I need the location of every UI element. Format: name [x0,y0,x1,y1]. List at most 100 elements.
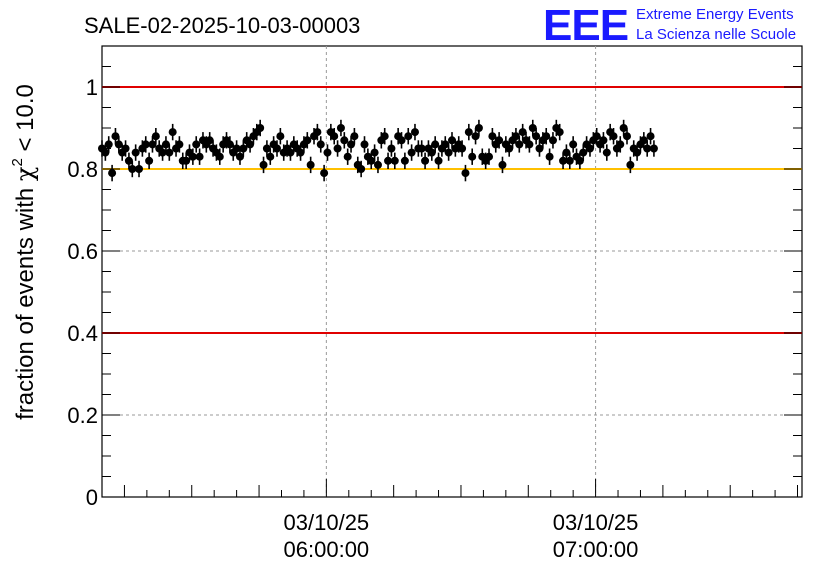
y-tick-label: 0.2 [67,403,98,428]
marker [370,148,379,157]
data-point [532,128,541,145]
marker [474,124,483,132]
data-point [303,132,312,149]
marker [367,156,376,165]
marker [468,152,477,161]
y-axis-label-text: fraction of events with [12,181,39,420]
marker [340,136,349,145]
marker [165,148,174,157]
data-point [633,144,642,161]
data-point [114,136,123,153]
marker [569,140,578,149]
data-point [373,156,382,174]
grid-layer [102,46,802,497]
data-point [347,136,356,153]
marker [609,132,618,141]
data-point [182,152,191,169]
data-point [623,128,631,145]
marker [528,124,537,132]
y-axis-label: fraction of events with χ2 < 10.0 [9,84,39,420]
axes: 00.20.40.60.8103/10/2506:00:0003/10/2507… [67,45,802,562]
logo-line-2: La Scienza nelle Scuole [636,26,796,43]
marker [458,144,467,153]
data-point [360,136,369,153]
marker [559,156,568,165]
data-point [390,152,399,169]
marker [542,132,551,141]
data-point [400,152,409,169]
data-point [427,144,436,161]
data-point [555,123,564,141]
marker [471,132,480,141]
data-point [397,132,406,149]
data-point [545,148,554,165]
marker [525,140,534,149]
marker [188,152,197,161]
data-point [357,160,366,178]
marker [239,144,248,153]
data-point [340,132,349,149]
data-point [259,156,268,174]
data-point [266,148,275,165]
marker [246,140,255,149]
data-point [646,128,655,145]
marker [585,144,594,153]
marker [108,169,117,178]
marker [633,148,642,157]
data-point [511,128,520,145]
marker [404,132,413,141]
marker [495,136,504,145]
data-point [448,132,456,149]
marker [306,160,315,169]
data-point [161,136,170,153]
marker [548,136,557,145]
marker [400,156,409,165]
marker [518,128,527,137]
x-tick-label-date: 03/10/25 [284,510,370,535]
data-point [471,128,480,145]
marker [461,169,470,178]
marker [623,132,631,141]
marker [350,132,359,141]
marker [592,132,601,141]
data-point [585,140,594,157]
marker [128,165,137,173]
data-point [175,136,184,153]
marker [168,128,177,137]
marker [579,148,588,157]
marker [380,132,389,141]
data-points [98,119,658,182]
data-point [131,144,140,161]
marker [316,140,325,149]
data-point [148,136,157,153]
data-point [225,136,234,153]
data-point [367,152,376,169]
y-tick-label: 0.6 [67,239,98,264]
marker [320,169,329,178]
marker [373,160,382,169]
marker [515,140,524,149]
y-axis-label-threshold: < 10.0 [12,84,39,158]
data-point [485,148,494,165]
marker [421,156,430,165]
data-point [336,119,345,137]
marker [384,156,393,165]
marker [124,156,133,165]
data-point [232,140,241,157]
marker [602,148,611,157]
data-point [239,140,248,157]
data-point [370,144,379,161]
data-point [458,140,467,157]
data-point [343,148,352,165]
data-point [192,136,201,153]
marker [643,144,652,153]
marker [360,140,369,149]
marker [639,136,648,145]
marker [232,144,241,153]
marker [485,152,494,161]
data-point [323,144,332,161]
y-tick-label: 1 [86,75,98,100]
marker [141,140,150,149]
marker [599,136,608,145]
